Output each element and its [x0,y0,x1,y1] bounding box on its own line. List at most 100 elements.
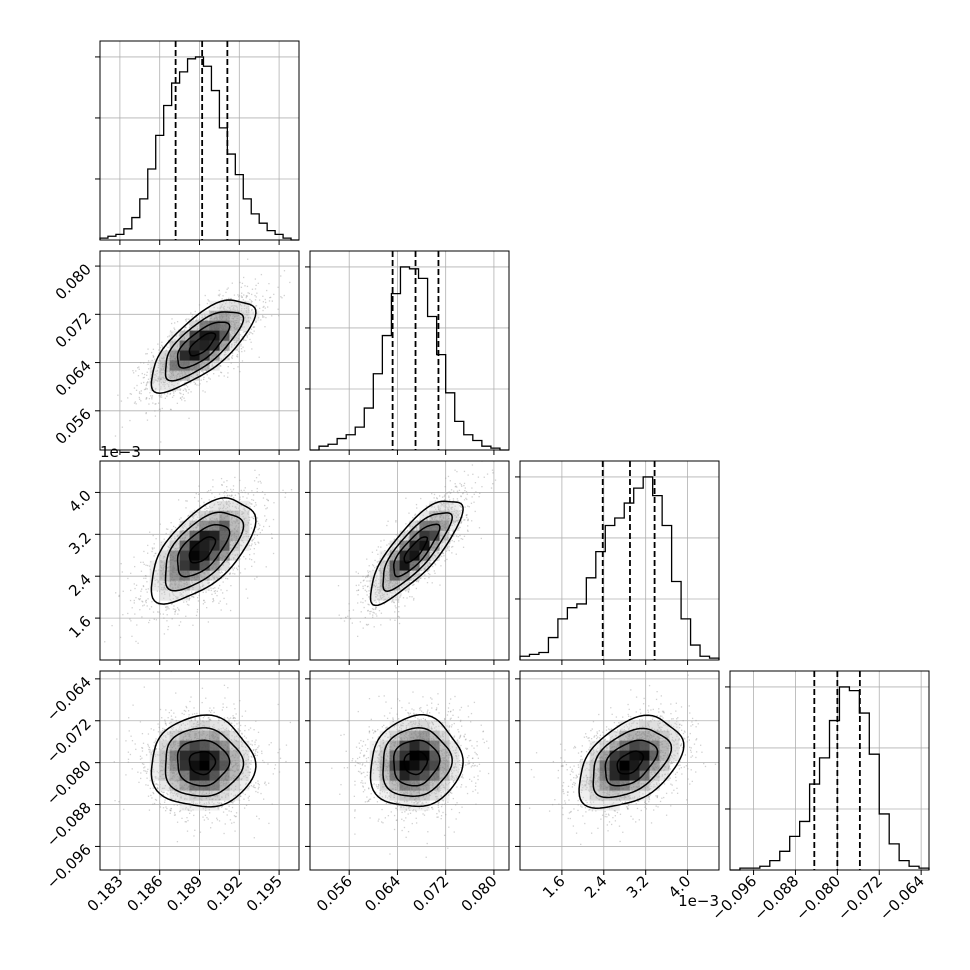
sample-point [363,606,365,609]
sample-point [355,571,357,573]
sample-point [122,614,124,616]
sample-point [133,599,135,602]
sample-point [104,641,106,643]
sample-point [232,553,234,555]
sample-point [141,372,143,375]
sample-point [249,548,252,550]
sample-point [181,399,183,401]
sample-point [179,392,181,394]
sample-point [222,509,225,512]
sample-point [193,517,195,519]
sample-point [129,419,131,422]
sample-point [173,605,175,607]
sample-point [248,544,251,547]
sample-point [202,317,204,319]
sample-point [198,594,200,597]
sample-point [120,563,122,565]
sample-point [246,306,248,308]
sample-point [253,561,256,563]
density-cell [189,570,200,581]
sample-point [168,549,170,551]
sample-point [245,321,248,323]
sample-point [133,602,135,604]
sample-point [365,623,368,626]
sample-point [176,382,179,385]
sample-point [199,383,201,385]
sample-point [175,609,177,612]
sample-point [227,372,229,374]
sample-point [266,289,268,292]
sample-point [229,509,232,511]
sample-point [131,635,133,637]
sample-point [461,521,463,523]
sample-point [265,316,267,319]
sample-point [231,343,233,345]
sample-point [178,608,180,610]
sample-point [135,370,137,372]
sample-point [239,496,241,498]
density-cell [229,520,240,531]
sample-point [143,376,145,379]
sample-point [242,496,244,498]
hist-panel-p3 [515,460,720,661]
sample-point [251,309,253,311]
sample-point [174,390,176,392]
sample-point [226,480,228,482]
sample-point [254,278,257,280]
sample-point [158,362,160,364]
density-cell [189,560,200,571]
sample-point [189,597,191,599]
sample-point [204,316,206,318]
sample-point [151,550,153,553]
sample-point [259,480,261,483]
density-cell [199,530,210,541]
sample-point [253,553,255,555]
sample-point [204,294,206,297]
sample-point [198,304,201,306]
sample-point [185,507,187,509]
sample-point [238,299,240,301]
sample-point [223,375,225,377]
sample-point [138,398,141,400]
sample-point [244,509,246,511]
sample-point [258,356,260,358]
sample-point [224,491,226,493]
sample-point [161,346,164,348]
sample-point [239,281,241,284]
sample-point [198,511,200,514]
sample-point [233,342,236,344]
sample-point [265,566,267,568]
sample-point [212,360,214,362]
sample-point [162,384,164,386]
sample-point [172,338,174,340]
sample-point [145,577,147,580]
sample-point [232,488,235,491]
sample-point [228,505,231,507]
sample-point [210,587,212,589]
sample-point [252,499,255,501]
sample-point [140,382,142,384]
sample-point [256,491,258,493]
sample-point [135,584,138,586]
sample-point [198,485,200,487]
sample-point [224,351,227,353]
density-cell [159,540,170,551]
sample-point [171,331,173,334]
sample-point [187,515,189,517]
sample-point [188,528,190,530]
sample-point [195,519,197,521]
sample-point [152,376,155,378]
sample-point [231,490,233,493]
sample-point [244,491,246,494]
sample-point [173,392,175,394]
sample-point [250,317,252,320]
density-cell [149,570,160,581]
sample-point [255,309,258,311]
sample-point [236,349,238,351]
sample-point [203,587,205,589]
sample-point [247,536,249,538]
sample-point [229,502,231,505]
density-cell [209,320,220,331]
sample-point [173,594,175,597]
sample-point [253,515,255,517]
